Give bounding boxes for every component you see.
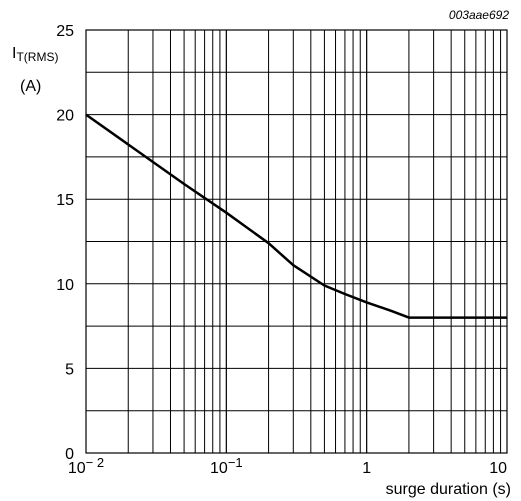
y-axis-unit: (A) — [20, 78, 42, 95]
y-tick-label: 0 — [65, 446, 74, 463]
y-tick-label: 15 — [56, 192, 74, 209]
data-series-line — [85, 113, 507, 319]
x-axis-label: surge duration (s) — [385, 481, 511, 498]
y-tick-label: 5 — [65, 361, 74, 378]
x-tick-label: 10−1 — [210, 455, 243, 477]
y-axis-label-main: I — [12, 45, 17, 62]
y-axis-label-subscript: T(RMS) — [16, 50, 59, 64]
plot-frame — [85, 29, 508, 454]
y-tick-label: 10 — [56, 277, 74, 294]
y-tick-label: 20 — [56, 108, 74, 125]
x-tick-label: 10 — [489, 460, 507, 477]
x-tick-label: 1 — [362, 460, 371, 477]
x-tick-label: 10− 2 — [68, 455, 104, 477]
figure-reference-code: 003aae692 — [448, 8, 509, 22]
y-axis-label: IT(RMS) — [12, 45, 58, 64]
y-tick-label: 25 — [56, 23, 74, 40]
